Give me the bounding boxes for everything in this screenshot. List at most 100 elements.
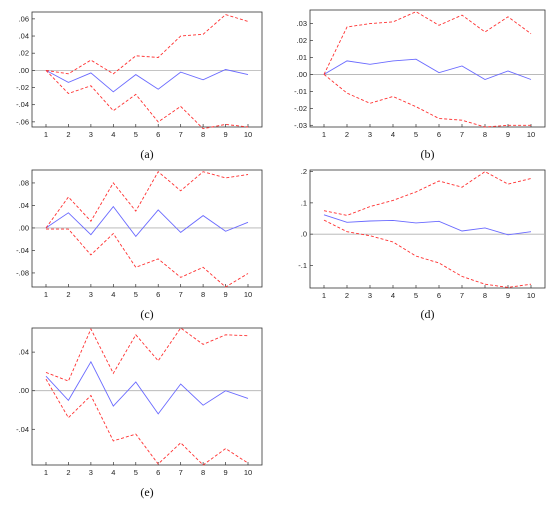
y-tick-label: -.01 [294,87,307,96]
x-tick-label: 1 [322,130,326,139]
x-tick-label: 8 [201,468,205,477]
x-tick-label: 10 [244,130,252,139]
x-tick-label: 9 [506,130,510,139]
panel-c: .08 .04 .00 -.04 -.08 1 2 3 4 5 6 7 8 9 10 (c) [16,169,263,321]
panel-label: (a) [140,147,153,161]
y-tick-label: .04 [19,32,29,41]
x-tick-label: 8 [201,130,205,139]
y-tick-label: .02 [19,49,29,58]
y-tick-label: .00 [297,70,307,79]
y-tick-label: .00 [19,386,29,395]
x-tick-label: 1 [44,468,48,477]
plot-frame [309,9,546,128]
lower-band-line [45,378,249,466]
x-tick-label: 5 [134,130,138,139]
y-tick-label: .06 [19,14,29,23]
panel-e: .04 .00 -.04 1 2 3 4 5 6 7 8 9 10 (e) [16,327,263,499]
x-tick-label: 2 [66,468,70,477]
x-tick-label: 10 [244,290,252,299]
x-tick-label: 5 [134,468,138,477]
y-tick-label: .04 [19,348,29,357]
x-tick-label: 7 [179,130,183,139]
x-tick-label: 9 [223,290,227,299]
panel-b: .03 .02 .01 .00 -.01 -.02 -.03 1 2 3 4 5 6 7 8 9 10 (b) [294,9,546,161]
x-tick-label: 9 [223,130,227,139]
x-tick-label: 10 [527,130,535,139]
lower-band-line [323,74,531,128]
y-tick-label: .00 [19,66,29,75]
x-tick-label: 1 [44,130,48,139]
impulse-response-line [45,360,249,415]
lower-band-line [46,228,249,288]
x-tick-label: 6 [156,130,160,139]
x-tick-label: 1 [44,290,48,299]
x-tick-label: 10 [244,468,252,477]
x-tick-label: 7 [460,291,464,300]
y-tick-label: -.04 [16,425,29,434]
x-tick-label: 3 [89,290,93,299]
impulse-response-line [323,214,532,236]
x-tick-label: 1 [322,291,326,300]
x-tick-label: 6 [156,468,160,477]
y-tick-label: .0 [301,230,307,239]
x-tick-label: 7 [179,290,183,299]
panel-d: .2 .1 .0 -.1 1 2 3 4 5 6 7 8 9 10 (d) [298,167,546,321]
x-tick-label: 2 [66,290,70,299]
x-tick-label: 3 [89,468,93,477]
x-tick-label: 10 [527,291,535,300]
y-tick-label: -.03 [294,121,307,130]
x-tick-label: 2 [66,130,70,139]
x-tick-label: 7 [179,468,183,477]
y-tick-label: -.04 [16,100,29,109]
y-tick-label: .2 [301,167,307,176]
x-tick-label: 6 [437,130,441,139]
upper-band-line [323,171,532,216]
impulse-response-line [45,69,249,93]
x-tick-label: 3 [368,291,372,300]
x-tick-label: 4 [391,130,395,139]
plot-frame [31,327,263,466]
y-tick-label: .00 [19,223,29,232]
x-tick-label: 4 [111,130,115,139]
panel-a: .06 .04 .02 .00 -.02 -.04 -.06 1 2 3 4 5 6 7 8 9 10 (a) [16,11,263,161]
x-tick-label: 6 [437,291,441,300]
plot-frame [31,169,263,288]
x-tick-label: 4 [391,291,395,300]
panel-label: (d) [421,307,435,321]
x-tick-label: 3 [89,130,93,139]
impulse-response-line [323,58,532,80]
x-tick-label: 8 [201,290,205,299]
impulse-response-line [45,205,249,238]
x-tick-label: 5 [414,291,418,300]
lower-band-line [323,219,532,288]
upper-band-line [45,14,249,75]
x-tick-label: 8 [483,130,487,139]
upper-band-line [45,171,249,229]
x-tick-label: 4 [111,290,115,299]
plot-frame [309,169,546,289]
x-tick-label: 5 [414,130,418,139]
y-tick-label: -.06 [16,117,29,126]
x-tick-label: 6 [156,290,160,299]
y-tick-label: -.02 [294,104,307,113]
y-tick-label: .04 [19,201,29,210]
y-tick-label: -.04 [16,246,29,255]
y-tick-label: .01 [297,53,307,62]
panel-label: (c) [140,307,153,321]
panel-label: (b) [421,147,435,161]
x-tick-label: 3 [368,130,372,139]
upper-band-line [45,327,249,382]
x-tick-label: 9 [223,468,227,477]
y-tick-label: .03 [297,19,307,28]
x-tick-label: 2 [345,291,349,300]
x-tick-label: 7 [460,130,464,139]
upper-band-line [323,11,532,75]
y-tick-label: .1 [301,198,307,207]
y-tick-label: .02 [297,36,307,45]
plot-frame [31,11,263,128]
y-tick-label: -.1 [298,261,307,270]
y-tick-label: .08 [19,178,29,187]
x-tick-label: 2 [345,130,349,139]
x-tick-label: 8 [483,291,487,300]
